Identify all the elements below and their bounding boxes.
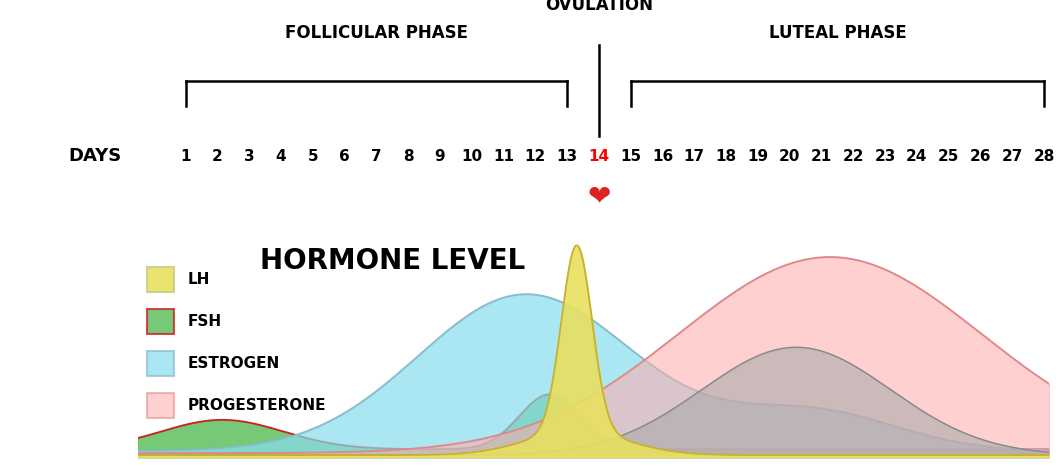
Text: 22: 22 [843, 149, 864, 164]
Text: 18: 18 [716, 149, 737, 164]
Text: 23: 23 [874, 149, 896, 164]
FancyBboxPatch shape [147, 267, 174, 293]
FancyBboxPatch shape [147, 392, 174, 418]
Text: DAYS: DAYS [69, 147, 122, 165]
Text: 28: 28 [1034, 149, 1055, 164]
Text: PROGESTERONE: PROGESTERONE [188, 398, 326, 413]
Text: 5: 5 [307, 149, 318, 164]
Text: LH: LH [188, 272, 210, 287]
FancyBboxPatch shape [147, 350, 174, 377]
Text: ❤: ❤ [587, 182, 611, 210]
Text: 25: 25 [938, 149, 959, 164]
Text: 13: 13 [556, 149, 578, 164]
Text: 19: 19 [747, 149, 768, 164]
Text: 15: 15 [620, 149, 641, 164]
Text: 27: 27 [1002, 149, 1023, 164]
Text: 9: 9 [435, 149, 445, 164]
Text: 16: 16 [652, 149, 673, 164]
Text: 10: 10 [461, 149, 482, 164]
Text: OVULATION: OVULATION [545, 0, 653, 14]
Text: FOLLICULAR PHASE: FOLLICULAR PHASE [285, 24, 467, 42]
Text: 6: 6 [339, 149, 350, 164]
Text: ESTROGEN: ESTROGEN [188, 356, 280, 371]
Text: 20: 20 [779, 149, 800, 164]
Text: 4: 4 [276, 149, 286, 164]
Text: FSH: FSH [188, 314, 222, 329]
Text: 24: 24 [906, 149, 928, 164]
FancyBboxPatch shape [147, 308, 174, 335]
Text: 2: 2 [212, 149, 223, 164]
Text: 26: 26 [970, 149, 991, 164]
Text: 21: 21 [811, 149, 832, 164]
Text: 8: 8 [403, 149, 413, 164]
Text: 3: 3 [244, 149, 254, 164]
Text: 11: 11 [493, 149, 514, 164]
Text: 12: 12 [525, 149, 546, 164]
Text: 14: 14 [588, 149, 610, 164]
Text: 7: 7 [371, 149, 382, 164]
Text: 1: 1 [180, 149, 191, 164]
Text: 17: 17 [684, 149, 705, 164]
Text: HORMONE LEVEL: HORMONE LEVEL [261, 247, 526, 275]
Text: LUTEAL PHASE: LUTEAL PHASE [768, 24, 906, 42]
